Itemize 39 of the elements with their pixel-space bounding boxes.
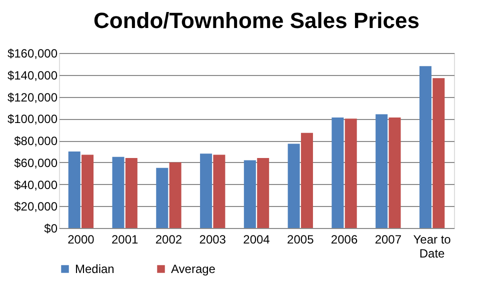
bar: [125, 158, 138, 228]
bar: [288, 144, 300, 228]
x-tick-label: 2002: [155, 232, 182, 246]
bar: [300, 132, 313, 228]
y-tick-label: $140,000: [7, 68, 58, 82]
bar: [156, 168, 168, 228]
bar: [432, 78, 445, 228]
y-tick-label: $0: [44, 222, 58, 236]
x-tick-label: 2007: [374, 232, 402, 246]
y-tick-label: $120,000: [7, 90, 58, 104]
y-tick-label: $80,000: [14, 134, 58, 148]
bar: [213, 154, 226, 228]
y-tick-label: $160,000: [7, 46, 58, 60]
x-tick-label: 2005: [287, 232, 314, 246]
bar: [112, 156, 124, 228]
y-tick-label: $20,000: [14, 200, 58, 214]
bar: [244, 160, 256, 228]
x-tick-label: 2003: [199, 232, 226, 246]
x-tick-label: 2000: [68, 232, 95, 246]
y-tick-label: $100,000: [7, 112, 58, 126]
bar: [68, 151, 80, 228]
y-tick-label: $60,000: [14, 156, 58, 170]
chart-title: Condo/Townhome Sales Prices: [94, 8, 420, 33]
bar: [388, 118, 401, 228]
bar: [376, 114, 388, 228]
x-tick-label: 2004: [243, 232, 270, 246]
legend-label: Median: [75, 262, 114, 276]
bar: [82, 154, 94, 228]
legend-label: Average: [171, 262, 216, 276]
bar: [200, 154, 212, 228]
bar: [344, 118, 357, 228]
x-tick-label: 2006: [330, 232, 358, 246]
x-tick-label: Year to Date: [413, 232, 452, 260]
y-tick-label: $40,000: [14, 178, 58, 192]
x-tick-label: 2001: [111, 232, 139, 246]
bar: [169, 162, 182, 228]
bar: [257, 158, 270, 228]
bar: [419, 66, 432, 228]
bar: [332, 118, 344, 228]
